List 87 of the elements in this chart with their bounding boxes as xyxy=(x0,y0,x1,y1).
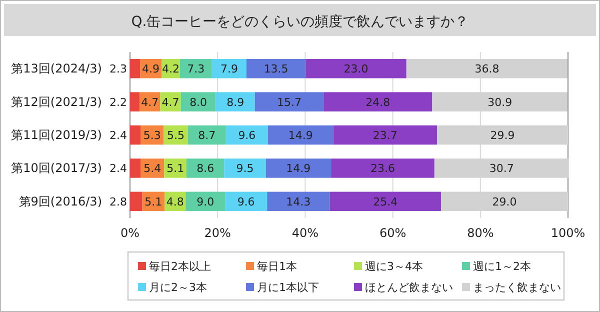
bar xyxy=(130,125,141,145)
bar xyxy=(331,158,434,178)
x-tick-label: 40% xyxy=(292,226,319,240)
data-label: 9.6 xyxy=(238,129,256,142)
data-label: 2.4 xyxy=(110,162,127,176)
y-tick-label: 第9回(2016/3) xyxy=(18,194,102,208)
bar xyxy=(130,158,141,178)
legend-label: 月に1本以下 xyxy=(257,281,319,294)
data-label: 30.7 xyxy=(489,162,514,176)
data-label: 4.8 xyxy=(166,195,184,208)
data-label: 15.7 xyxy=(276,96,302,109)
chart-title: Q.缶コーヒーをどのくらいの頻度で飲んでいますか？ xyxy=(131,14,469,30)
bar xyxy=(186,192,226,212)
legend-label: 週に1～2本 xyxy=(473,260,531,273)
data-label: 23.6 xyxy=(370,162,395,176)
data-label: 8.9 xyxy=(226,96,244,109)
bar xyxy=(226,125,268,145)
bar xyxy=(186,158,224,178)
bar xyxy=(130,92,140,112)
x-tick-label: 100% xyxy=(550,226,586,240)
bar xyxy=(130,192,142,212)
bar xyxy=(164,158,186,178)
data-label: 9.6 xyxy=(237,195,255,208)
x-tick-label: 0% xyxy=(120,226,140,240)
data-label: 2.2 xyxy=(110,96,127,109)
data-label: 9.0 xyxy=(196,195,214,208)
bar xyxy=(267,192,330,212)
bar xyxy=(180,58,212,78)
bar xyxy=(188,125,226,145)
legend-label: 毎日1本 xyxy=(257,260,297,273)
x-tick-label: 60% xyxy=(379,226,406,240)
legend-label: 毎日2本以上 xyxy=(149,260,211,273)
data-label: 4.7 xyxy=(141,96,159,109)
data-label: 5.5 xyxy=(167,129,185,142)
legend-label: ほとんど飲まない xyxy=(365,281,453,294)
y-tick-label: 第10回(2017/3) xyxy=(11,161,102,176)
bar xyxy=(216,92,255,112)
data-label: 14.9 xyxy=(288,129,313,142)
bar xyxy=(160,92,181,112)
bar xyxy=(212,58,247,78)
data-label: 4.2 xyxy=(162,62,180,76)
bar xyxy=(180,92,216,112)
data-label: 8.7 xyxy=(198,129,216,142)
x-tick-label: 20% xyxy=(204,226,231,240)
data-label: 23.7 xyxy=(372,129,398,142)
data-label: 2.4 xyxy=(110,129,127,142)
data-label: 29.0 xyxy=(492,195,517,208)
bar xyxy=(254,92,324,112)
bar xyxy=(225,192,268,212)
data-label: 13.5 xyxy=(264,62,288,76)
data-label: 7.3 xyxy=(187,62,205,76)
y-tick-label: 第13回(2024/3) xyxy=(11,62,102,76)
bar xyxy=(246,58,306,78)
bar xyxy=(324,92,432,112)
data-label: 8.6 xyxy=(196,162,214,176)
data-label: 2.3 xyxy=(110,62,127,76)
data-label: 7.9 xyxy=(220,62,238,76)
y-tick-label: 第12回(2021/3) xyxy=(11,94,102,109)
data-label: 30.9 xyxy=(488,96,512,109)
data-label: 4.9 xyxy=(142,62,160,76)
bar xyxy=(224,158,266,178)
bar xyxy=(268,125,334,145)
legend-label: まったく飲まない xyxy=(473,281,561,294)
data-label: 14.9 xyxy=(286,162,311,176)
data-label: 29.9 xyxy=(490,129,515,142)
legend-label: 週に3～4本 xyxy=(365,260,423,273)
data-label: 23.0 xyxy=(344,62,368,76)
data-label: 25.4 xyxy=(373,195,398,208)
data-label: 5.1 xyxy=(144,195,162,208)
data-label: 14.3 xyxy=(286,195,311,208)
bar xyxy=(306,58,406,78)
data-label: 2.8 xyxy=(110,195,127,208)
data-label: 24.8 xyxy=(366,96,390,109)
x-tick-label: 80% xyxy=(467,226,494,240)
data-label: 5.4 xyxy=(144,162,162,176)
bar xyxy=(266,158,332,178)
bar xyxy=(330,192,441,212)
bar xyxy=(333,125,438,145)
legend-label: 月に2～3本 xyxy=(149,281,207,294)
data-label: 5.3 xyxy=(143,129,161,142)
data-label: 8.0 xyxy=(190,96,208,109)
y-tick-label: 第11回(2019/3) xyxy=(11,128,102,142)
data-label: 5.1 xyxy=(166,162,184,176)
bar xyxy=(130,58,140,78)
data-label: 9.5 xyxy=(236,162,254,176)
data-label: 4.7 xyxy=(162,96,180,109)
data-label: 36.8 xyxy=(474,62,500,76)
